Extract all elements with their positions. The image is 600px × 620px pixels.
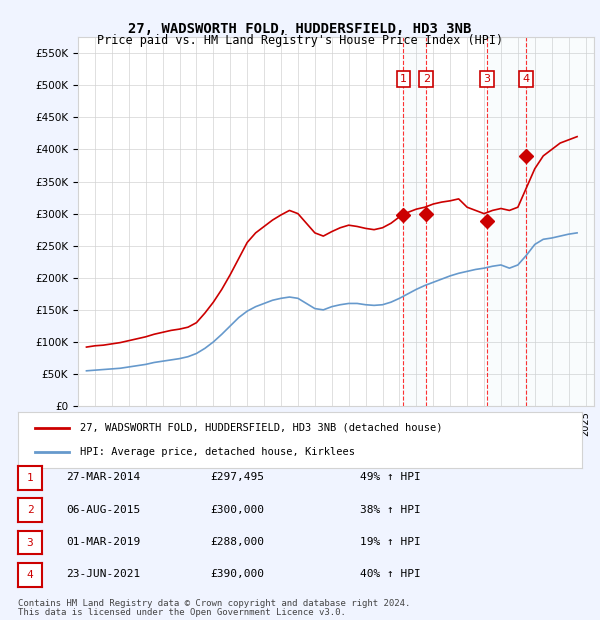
Text: 01-MAR-2019: 01-MAR-2019: [66, 537, 140, 547]
Text: 1: 1: [26, 473, 34, 483]
Text: £390,000: £390,000: [210, 569, 264, 579]
Text: 27, WADSWORTH FOLD, HUDDERSFIELD, HD3 3NB: 27, WADSWORTH FOLD, HUDDERSFIELD, HD3 3N…: [128, 22, 472, 36]
Text: 4: 4: [26, 570, 34, 580]
Text: 27-MAR-2014: 27-MAR-2014: [66, 472, 140, 482]
Bar: [403, 37, 427, 406]
Bar: [487, 37, 526, 406]
Text: 49% ↑ HPI: 49% ↑ HPI: [360, 472, 421, 482]
Text: £297,495: £297,495: [210, 472, 264, 482]
Text: 4: 4: [523, 74, 530, 84]
Bar: [526, 37, 594, 406]
Text: 23-JUN-2021: 23-JUN-2021: [66, 569, 140, 579]
Text: 19% ↑ HPI: 19% ↑ HPI: [360, 537, 421, 547]
Text: Price paid vs. HM Land Registry's House Price Index (HPI): Price paid vs. HM Land Registry's House …: [97, 34, 503, 47]
Text: 1: 1: [400, 74, 407, 84]
Text: £300,000: £300,000: [210, 505, 264, 515]
Text: 2: 2: [26, 505, 34, 515]
Text: 38% ↑ HPI: 38% ↑ HPI: [360, 505, 421, 515]
Text: HPI: Average price, detached house, Kirklees: HPI: Average price, detached house, Kirk…: [80, 448, 355, 458]
Text: This data is licensed under the Open Government Licence v3.0.: This data is licensed under the Open Gov…: [18, 608, 346, 617]
Text: 3: 3: [484, 74, 490, 84]
Text: Contains HM Land Registry data © Crown copyright and database right 2024.: Contains HM Land Registry data © Crown c…: [18, 600, 410, 608]
Text: 06-AUG-2015: 06-AUG-2015: [66, 505, 140, 515]
Text: 27, WADSWORTH FOLD, HUDDERSFIELD, HD3 3NB (detached house): 27, WADSWORTH FOLD, HUDDERSFIELD, HD3 3N…: [80, 423, 443, 433]
Text: 3: 3: [26, 538, 34, 547]
Text: £288,000: £288,000: [210, 537, 264, 547]
Text: 40% ↑ HPI: 40% ↑ HPI: [360, 569, 421, 579]
Text: 2: 2: [423, 74, 430, 84]
